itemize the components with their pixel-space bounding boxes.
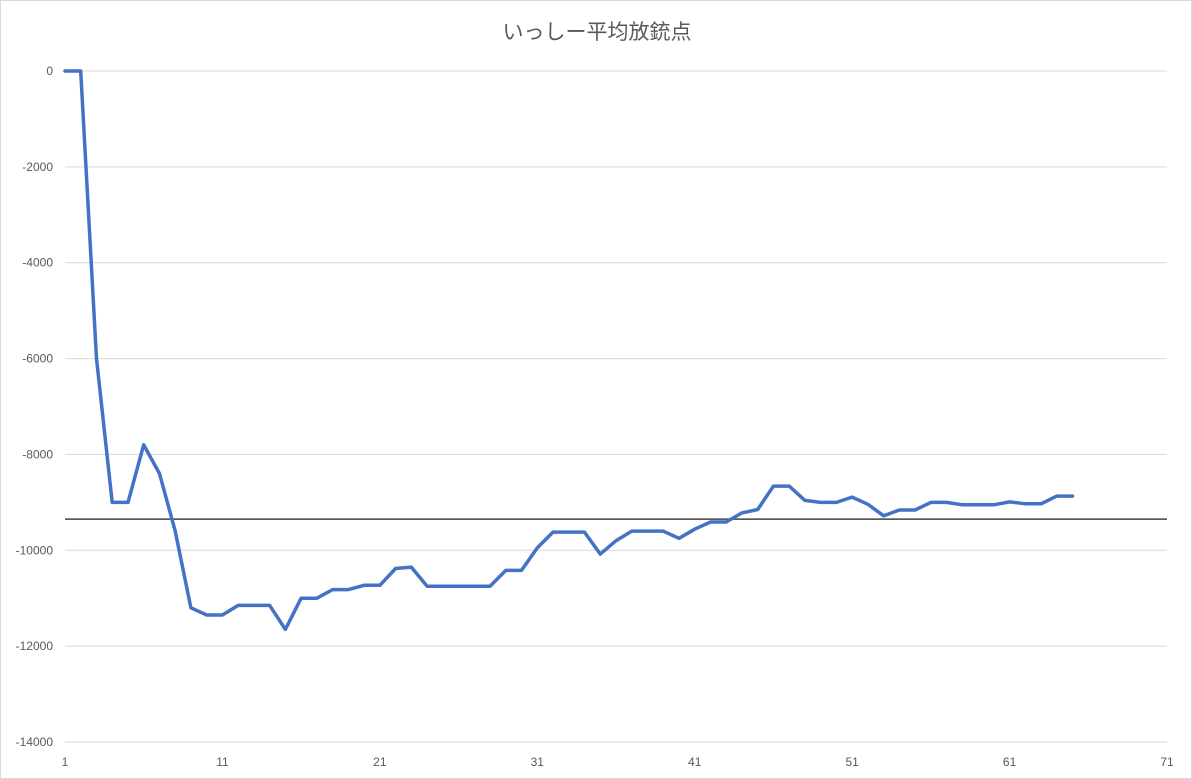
y-tick-label: -14000 (16, 735, 54, 749)
chart-title: いっしー平均放銃点 (503, 21, 692, 44)
gridlines (65, 70, 1167, 743)
x-tick-label: 41 (688, 755, 702, 769)
x-tick-label: 71 (1160, 755, 1174, 769)
x-tick-label: 61 (1003, 755, 1017, 769)
x-tick-label: 21 (373, 755, 387, 769)
y-tick-label: -10000 (16, 543, 54, 557)
y-axis-labels: 0 -2000 -4000 -6000 -8000 -10000 -12000 -14000 (16, 64, 54, 749)
x-tick-label: 11 (216, 755, 229, 769)
x-tick-label: 1 (62, 755, 69, 769)
x-tick-label: 31 (531, 755, 545, 769)
x-axis-labels: 1 11 21 31 41 51 61 71 (62, 755, 1174, 769)
series-line-0 (63, 69, 1075, 632)
x-tick-label: 51 (845, 755, 859, 769)
plot-area (63, 69, 1167, 632)
y-tick-label: -2000 (22, 160, 53, 174)
y-tick-label: -8000 (22, 447, 53, 461)
y-tick-label: -12000 (16, 639, 54, 653)
y-tick-label: -4000 (22, 256, 53, 270)
y-tick-label: -6000 (22, 352, 53, 366)
y-tick-label: 0 (46, 64, 53, 78)
